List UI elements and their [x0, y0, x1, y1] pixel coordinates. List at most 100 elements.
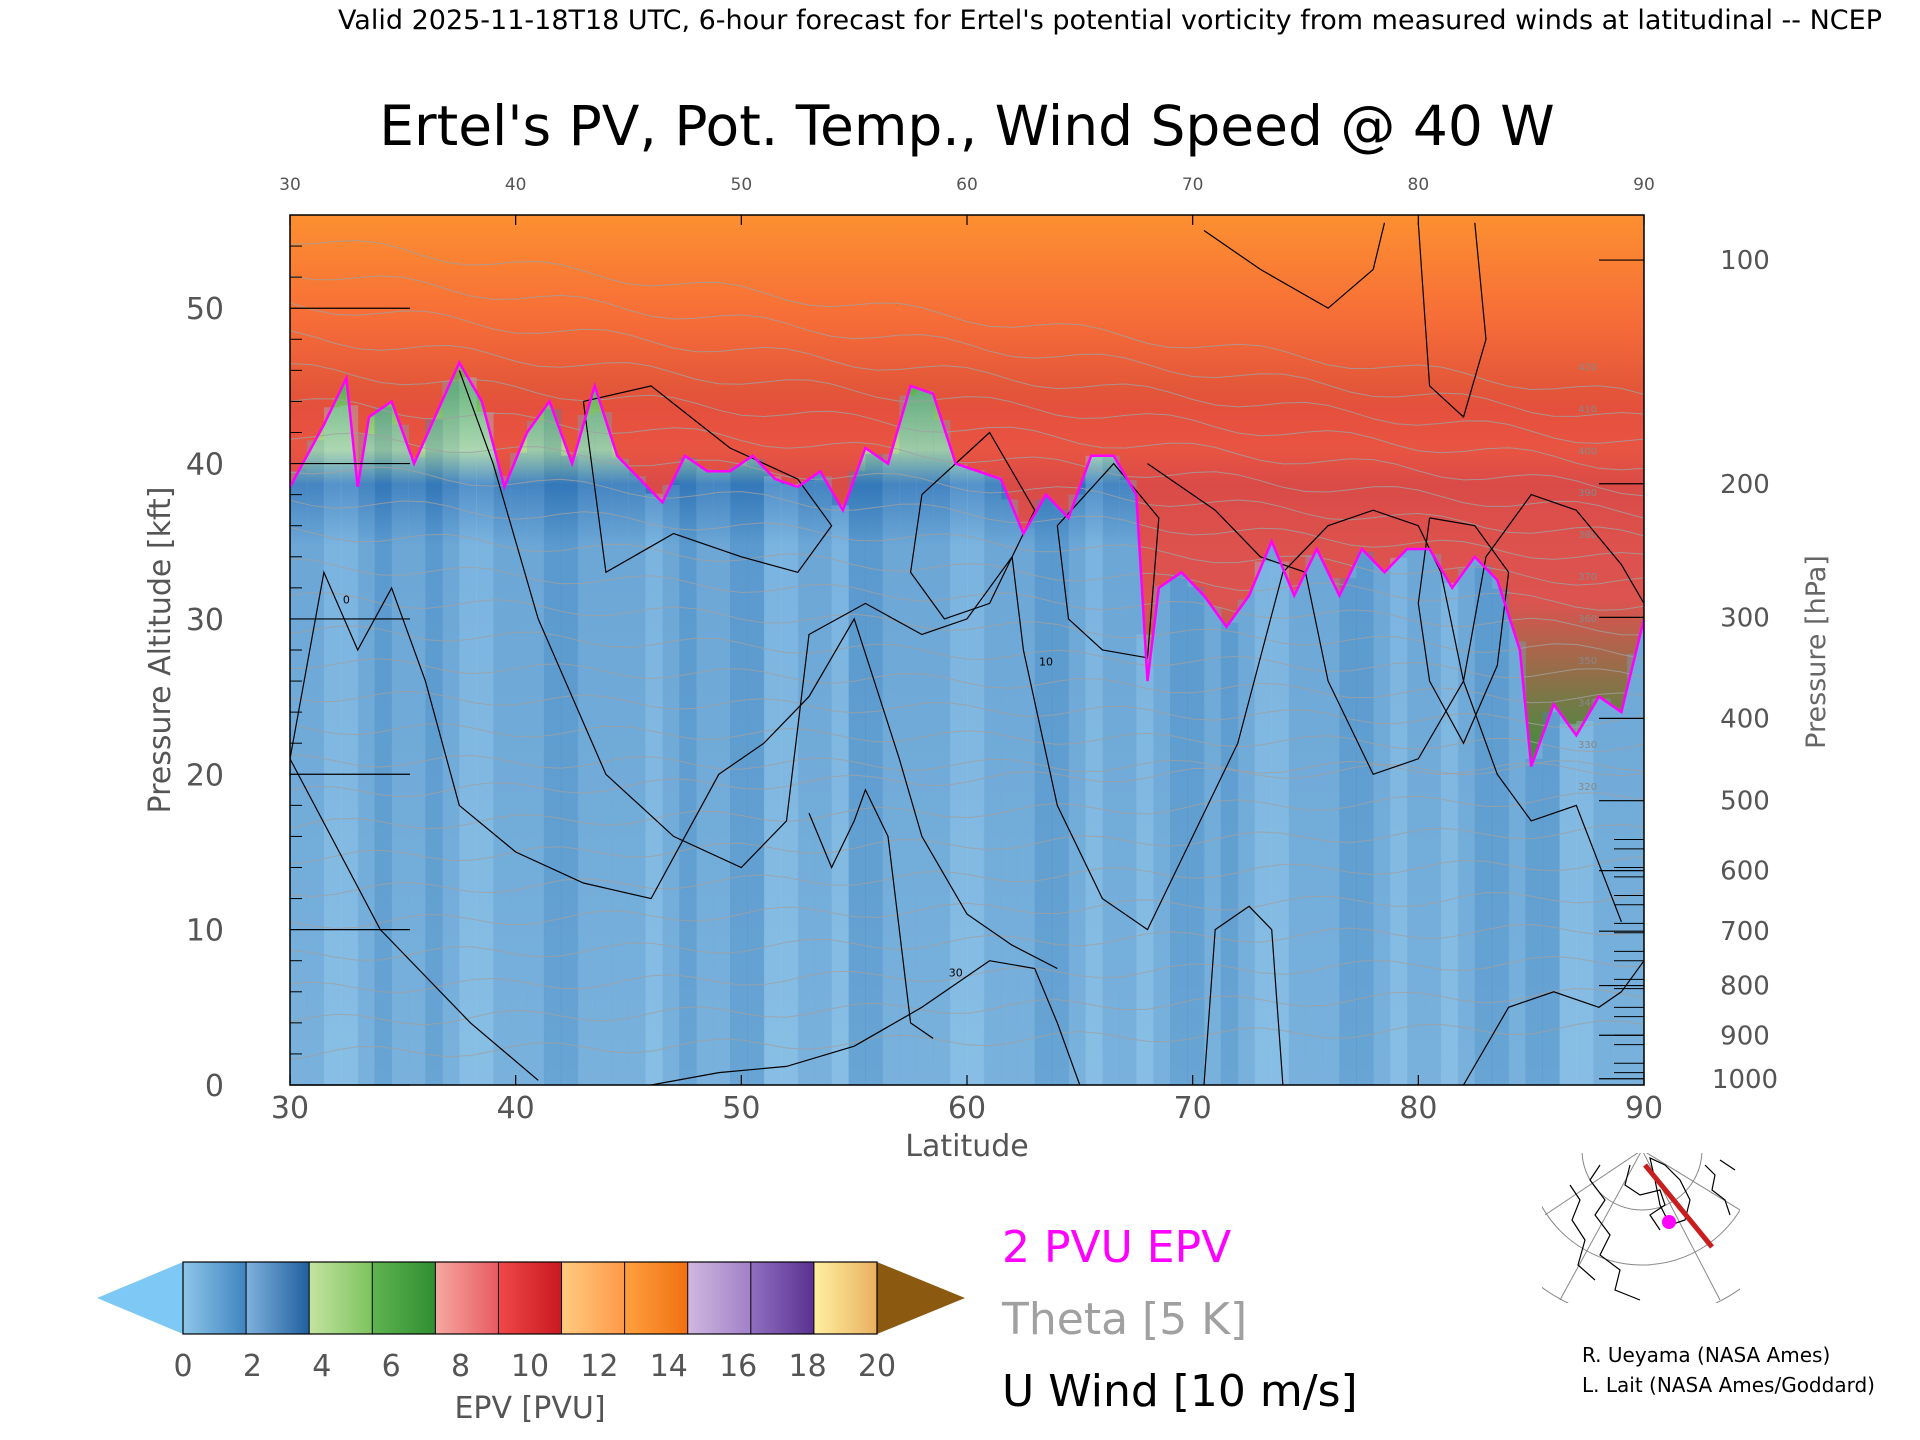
credit-line-2: L. Lait (NASA Ames/Goddard): [1582, 1373, 1875, 1397]
pv-field-strip: [1559, 723, 1577, 1085]
tropopause-2pvu-contour: [290, 359, 1644, 767]
legend: 2 PVU EPV Theta [5 K] U Wind [10 m/s]: [1001, 1222, 1358, 1417]
pv-field-strip: [899, 395, 917, 1085]
theta-contour-label: 370: [1578, 572, 1597, 583]
colorbar-tick-label: 6: [382, 1349, 401, 1384]
map-location-marker: [1662, 1215, 1676, 1229]
colorbar-bin: [624, 1262, 689, 1334]
colorbar-bins: [183, 1262, 878, 1334]
theta-contour: [290, 1020, 1644, 1061]
pv-field-strip: [1525, 758, 1543, 1085]
map-latitude-ring-inner: [1581, 1153, 1703, 1211]
theta-contour-label: 420: [1578, 362, 1597, 373]
pv-field-strip: [1593, 698, 1611, 1085]
chart-title: Ertel's PV, Pot. Temp., Wind Speed @ 40 …: [379, 94, 1554, 158]
pv-field-strip: [510, 452, 528, 1085]
theta-contour-label: 410: [1578, 404, 1597, 415]
pv-field-strip: [679, 457, 697, 1085]
colorbar-bin: [813, 1262, 878, 1334]
pv-field-strip: [1390, 557, 1408, 1085]
colorbar-tick-label: 0: [173, 1349, 192, 1384]
theta-contour: [290, 625, 1644, 679]
x-tick-label-top: 80: [1408, 175, 1430, 195]
x-tick-label: 30: [271, 1091, 309, 1126]
y-tick-label: 50: [186, 292, 224, 327]
x-tick-label-top: 50: [731, 175, 753, 195]
theta-contour: [290, 592, 1644, 660]
colorbar-under-arrow: [97, 1262, 183, 1334]
pv-field-strip: [1034, 499, 1053, 1085]
map-section-line: [1643, 1163, 1714, 1249]
colorbar-tick-label: 10: [511, 1349, 549, 1384]
theta-contour: [290, 499, 1644, 586]
pv-field-strip: [1254, 561, 1273, 1085]
uwind-contour: [909, 431, 1036, 620]
theta-contour: [290, 856, 1644, 898]
pressure-axis-ticks: 100 200 300 400 500 600 700 800 900 1000: [1599, 246, 1778, 1095]
pv-field-strip: [323, 407, 342, 1085]
uwind-contour-label: 10: [1039, 656, 1053, 669]
theta-contour: [290, 363, 1644, 497]
x-tick-label: 50: [722, 1091, 760, 1126]
theta-contour-label: 400: [1578, 446, 1597, 457]
pv-field-strip: [425, 419, 443, 1085]
pv-field-strip: [527, 420, 545, 1085]
pv-field-strip: [713, 471, 731, 1085]
pv-field-strip: [916, 390, 934, 1085]
stratosphere-fill: [290, 215, 1644, 767]
pv-field-strip: [1204, 607, 1222, 1085]
theta-contour: [290, 923, 1644, 961]
colorbar-bin: [246, 1262, 310, 1334]
theta-contour: [290, 753, 1644, 777]
uwind-contour: [650, 960, 1081, 1085]
pressure-tick-label: 100: [1720, 246, 1770, 276]
uwind-contour: [582, 385, 833, 574]
colorbar-bin: [750, 1262, 815, 1334]
legend-uwind: U Wind [10 m/s]: [1002, 1366, 1358, 1417]
theta-contour: [290, 466, 1644, 560]
pv-field-strip: [1576, 720, 1594, 1085]
map-latitude-ring-mid: [1542, 1205, 1740, 1266]
pressure-tick-label: 1000: [1712, 1065, 1778, 1095]
pv-field-strip: [1136, 634, 1154, 1085]
pv-field-strip: [1424, 553, 1442, 1085]
theta-contour: [290, 240, 1644, 395]
colorbar-tick-label: 20: [858, 1349, 896, 1384]
pv-field-strip: [933, 419, 951, 1085]
map-meridian: [1544, 1153, 1639, 1216]
y-tick-label: 0: [205, 1069, 224, 1104]
pv-field-strip: [1271, 561, 1290, 1085]
uwind-contour: [1147, 463, 1644, 776]
pv-field-strip: [357, 434, 376, 1085]
colorbar-tick-label: 16: [719, 1349, 757, 1384]
theta-contour-label: 350: [1578, 656, 1597, 667]
pv-field-strip: [983, 476, 1002, 1085]
uwind-contour: [808, 788, 934, 1039]
colorbar-frame: [182, 1261, 878, 1335]
colorbar-tick-label: 4: [312, 1349, 331, 1384]
x-tick-label-top: 30: [279, 175, 301, 195]
x-tick-label-top: 60: [956, 175, 978, 195]
pv-field-strip: [1457, 568, 1476, 1085]
theta-contour: [290, 398, 1644, 519]
uwind-contour: [1203, 222, 1386, 309]
pv-field-strip: [1322, 578, 1340, 1085]
theta-contour: [290, 302, 1644, 444]
pv-field-strip: [950, 464, 968, 1085]
theta-contour-label: 330: [1578, 740, 1597, 751]
pv-field-strip: [1085, 455, 1103, 1085]
theta-contour: [290, 891, 1644, 930]
x-axis-ticks: 30 30 40 40 50 50 60 60 70 70 80 80 90 90: [271, 175, 1663, 1126]
x-tick-label: 70: [1174, 1091, 1212, 1126]
map-meridian: [1559, 1153, 1641, 1301]
uwind-contour: [1417, 517, 1510, 745]
theta-contour: [290, 432, 1644, 537]
uwind-contour: [458, 370, 1622, 931]
y-axis-label: Pressure Altitude [kft]: [143, 487, 178, 814]
uwind-contour: [1417, 222, 1487, 419]
pv-field: 320 330 340 350 360 370 380 390 400 410 420 0 10 30: [290, 215, 1644, 1085]
pv-field-strip: [543, 409, 562, 1085]
colorbar-bin: [687, 1262, 752, 1334]
pv-field-strip: [831, 505, 849, 1085]
theta-contour-label: 340: [1578, 698, 1597, 709]
